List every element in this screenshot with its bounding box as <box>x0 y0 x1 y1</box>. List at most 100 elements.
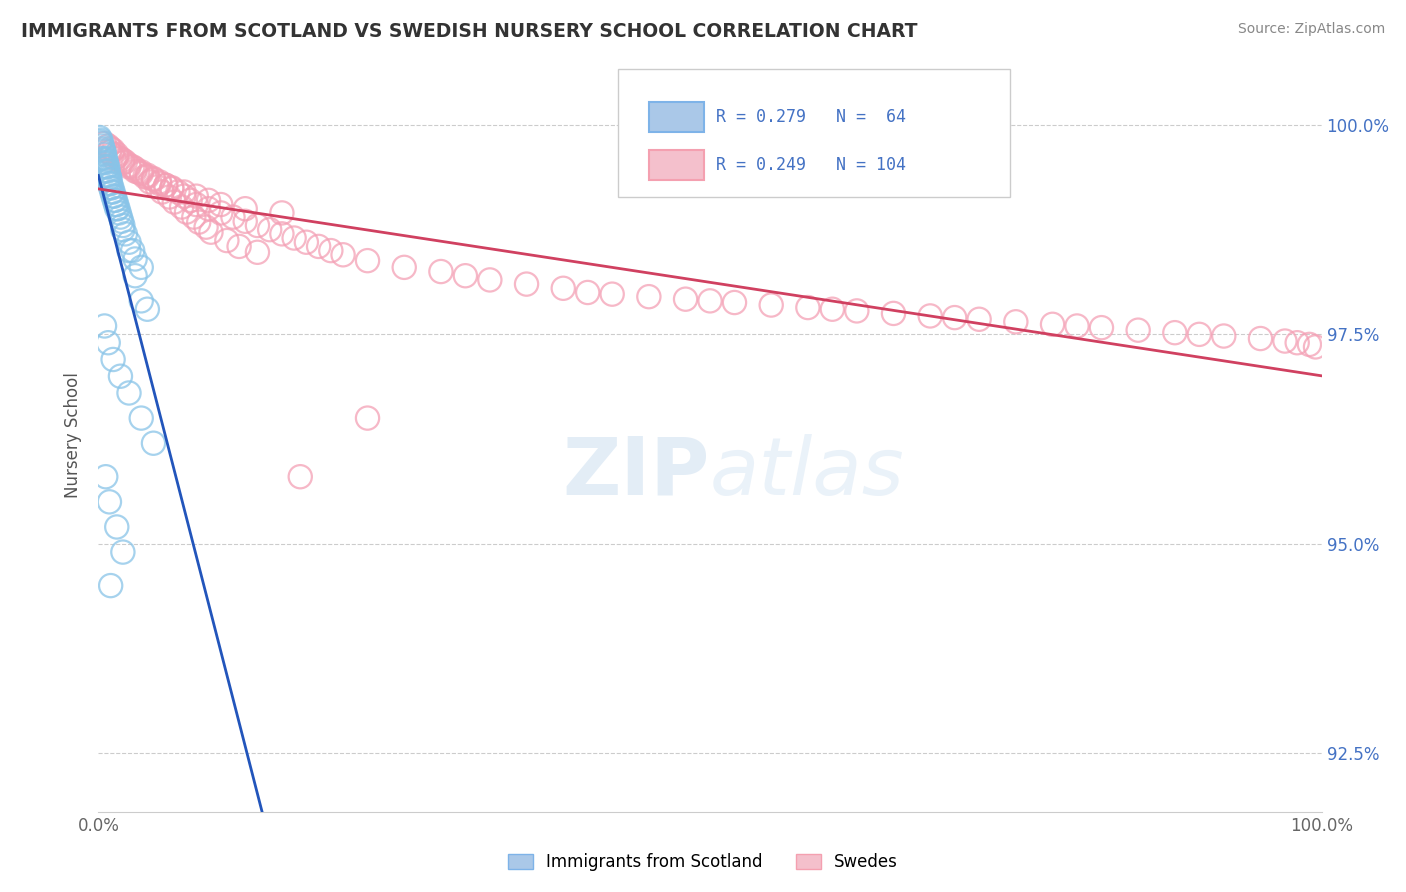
Point <box>91 143 114 157</box>
Point <box>1090 320 1112 334</box>
FancyBboxPatch shape <box>619 70 1010 197</box>
Point <box>821 302 844 317</box>
Point <box>124 161 146 176</box>
Text: IMMIGRANTS FROM SCOTLAND VS SWEDISH NURSERY SCHOOL CORRELATION CHART: IMMIGRANTS FROM SCOTLAND VS SWEDISH NURS… <box>21 22 918 41</box>
Point <box>186 197 208 211</box>
Point <box>101 352 124 367</box>
Point <box>98 145 121 159</box>
Point <box>157 190 180 204</box>
Point <box>105 150 128 164</box>
Point <box>392 260 416 275</box>
Point <box>105 202 128 216</box>
Point <box>97 335 120 350</box>
Point <box>114 154 136 169</box>
Point <box>222 210 245 224</box>
Point <box>675 292 697 306</box>
Point <box>170 200 193 214</box>
Point <box>1128 323 1150 337</box>
Point <box>173 185 195 199</box>
Point <box>94 152 117 166</box>
Point <box>1250 332 1272 346</box>
Point <box>149 175 172 189</box>
Point <box>129 411 152 425</box>
Point <box>136 168 159 182</box>
Point <box>94 469 117 483</box>
Point <box>845 304 868 318</box>
Point <box>1004 315 1026 329</box>
Point <box>100 578 122 592</box>
Point <box>90 133 112 147</box>
Point <box>121 160 143 174</box>
Point <box>101 185 124 199</box>
Point <box>110 210 132 224</box>
Point <box>89 135 111 149</box>
Point <box>104 194 127 208</box>
Point <box>103 152 125 166</box>
Point <box>96 155 118 169</box>
Point <box>111 545 134 559</box>
Point <box>1274 334 1296 348</box>
Point <box>111 153 134 168</box>
Point <box>136 169 159 184</box>
Point <box>150 185 173 199</box>
Point <box>136 302 159 317</box>
Point <box>101 185 124 199</box>
Point <box>96 160 118 174</box>
Point <box>553 281 575 295</box>
Point <box>228 239 250 253</box>
Point <box>101 181 124 195</box>
Point <box>967 312 990 326</box>
Point <box>121 244 143 258</box>
Point <box>179 194 201 208</box>
Point <box>111 219 134 233</box>
Point <box>1298 337 1320 351</box>
Point <box>142 171 165 186</box>
Point <box>187 215 209 229</box>
Point <box>163 194 186 209</box>
Bar <box>648 102 704 132</box>
Point <box>637 290 661 304</box>
Point <box>332 248 354 262</box>
Point <box>1212 329 1234 343</box>
Point <box>1042 318 1064 332</box>
Point <box>270 227 294 241</box>
Point <box>111 155 134 169</box>
Point <box>98 172 121 186</box>
Point <box>100 141 122 155</box>
Point <box>97 164 120 178</box>
Point <box>1188 327 1211 342</box>
Point <box>91 139 114 153</box>
Point <box>1305 340 1327 354</box>
Point <box>1286 335 1309 350</box>
Point <box>155 178 177 193</box>
Point <box>295 235 318 250</box>
Point <box>600 287 623 301</box>
Point <box>516 277 538 291</box>
Point <box>93 136 115 151</box>
Text: R = 0.249   N = 104: R = 0.249 N = 104 <box>716 156 905 175</box>
Point <box>233 202 256 216</box>
Point <box>356 411 378 425</box>
Point <box>134 169 156 184</box>
Text: Source: ZipAtlas.com: Source: ZipAtlas.com <box>1237 22 1385 37</box>
Point <box>356 253 378 268</box>
Point <box>142 436 165 450</box>
Point <box>94 164 117 178</box>
Point <box>101 147 124 161</box>
Point <box>101 189 124 203</box>
Point <box>186 189 208 203</box>
Point <box>110 369 132 384</box>
Point <box>246 219 269 233</box>
Text: ZIP: ZIP <box>562 434 710 511</box>
Point <box>124 164 146 178</box>
Point <box>93 147 115 161</box>
Point <box>430 264 453 278</box>
Point <box>96 168 118 182</box>
Point <box>127 165 149 179</box>
Point <box>270 206 294 220</box>
Point <box>1066 318 1088 333</box>
Point <box>160 181 183 195</box>
Point <box>308 239 330 253</box>
Point <box>97 172 120 186</box>
Point <box>104 197 127 211</box>
